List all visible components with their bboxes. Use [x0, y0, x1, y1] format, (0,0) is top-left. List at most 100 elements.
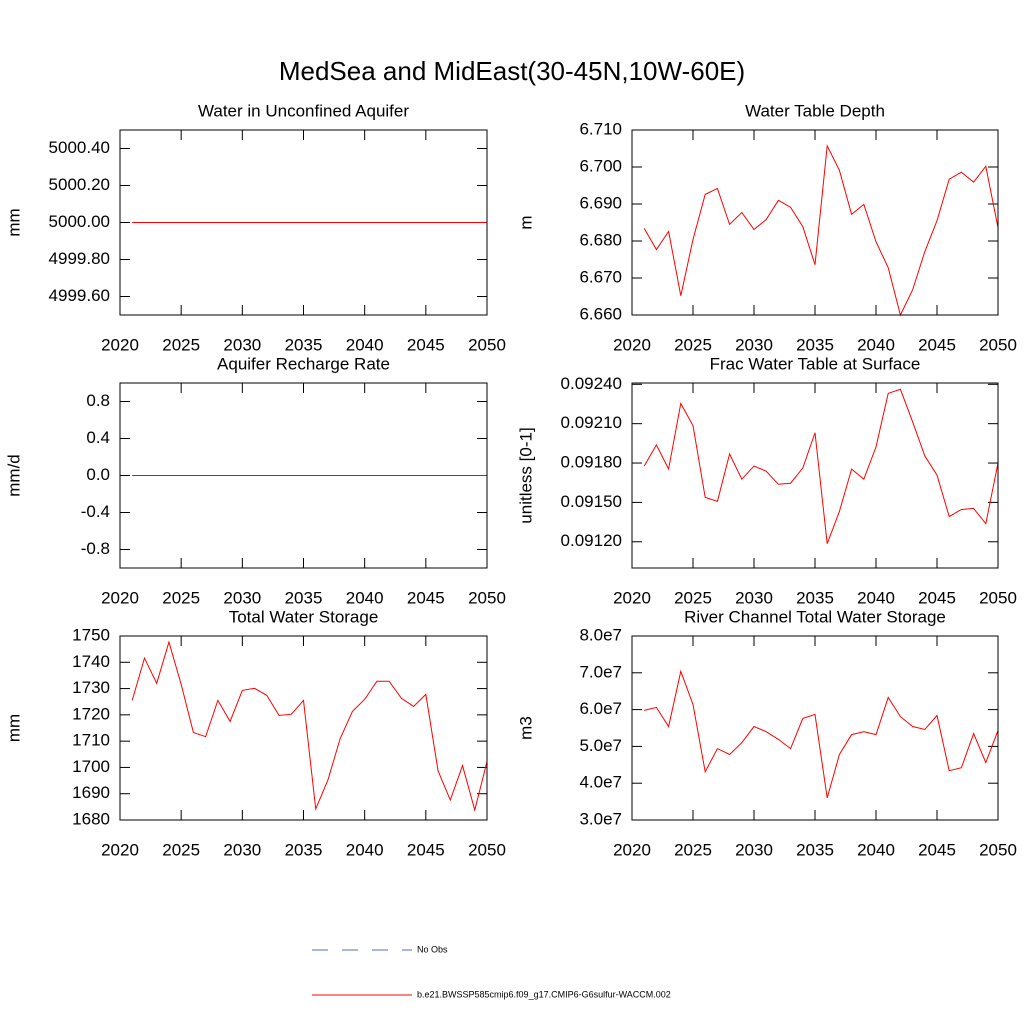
- x-tick-label: 2050: [468, 840, 506, 859]
- y-tick-label: 4.0e7: [579, 773, 622, 792]
- x-tick-label: 2035: [796, 840, 834, 859]
- x-tick-label: 2040: [346, 588, 384, 607]
- plot-frame: [119, 129, 488, 316]
- x-tick-label: 2030: [735, 335, 773, 354]
- y-tick-label: 0.4: [86, 428, 110, 447]
- x-tick-label: 2020: [613, 840, 651, 859]
- y-tick-label: 1700: [72, 757, 110, 776]
- legend-label: No Obs: [417, 944, 448, 954]
- x-tick-label: 2040: [857, 840, 895, 859]
- y-tick-label: 6.680: [579, 230, 622, 249]
- panel-title: Total Water Storage: [229, 607, 379, 626]
- x-tick-label: 2045: [407, 335, 445, 354]
- x-tick-label: 2040: [346, 840, 384, 859]
- series-line: [644, 669, 999, 799]
- panel-title: Water Table Depth: [745, 101, 885, 120]
- x-tick-label: 2020: [101, 840, 139, 859]
- y-tick-label: -0.4: [81, 502, 110, 521]
- y-tick-label: 8.0e7: [579, 625, 622, 644]
- y-tick-label: 0.8: [86, 391, 110, 410]
- y-tick-label: 1680: [72, 809, 110, 828]
- legend-label: b.e21.BWSSP585cmip6.f09_g17.CMIP6-G6sulf…: [417, 989, 671, 999]
- y-tick-label: 4999.60: [49, 286, 110, 305]
- panel-title: River Channel Total Water Storage: [684, 607, 946, 626]
- plot-frame: [119, 635, 488, 821]
- y-tick-label: 3.0e7: [579, 809, 622, 828]
- x-tick-label: 2050: [468, 335, 506, 354]
- y-tick-label: 1730: [72, 678, 110, 697]
- x-tick-label: 2030: [223, 588, 261, 607]
- y-tick-label: 1720: [72, 704, 110, 723]
- panel-title: Water in Unconfined Aquifer: [198, 101, 409, 120]
- y-tick-label: 6.670: [579, 267, 622, 286]
- y-tick-label: 0.0: [86, 465, 110, 484]
- y-tick-label: 1740: [72, 652, 110, 671]
- x-tick-label: 2020: [613, 588, 651, 607]
- x-tick-label: 2025: [674, 840, 712, 859]
- x-tick-label: 2050: [468, 588, 506, 607]
- y-tick-label: 5000.00: [49, 212, 110, 231]
- x-tick-label: 2035: [796, 588, 834, 607]
- y-tick-label: 1750: [72, 625, 110, 644]
- x-tick-label: 2030: [223, 840, 261, 859]
- y-tick-label: 6.0e7: [579, 699, 622, 718]
- x-tick-label: 2050: [979, 588, 1017, 607]
- y-tick-label: 4999.80: [49, 249, 110, 268]
- x-tick-label: 2030: [223, 335, 261, 354]
- x-tick-label: 2020: [101, 588, 139, 607]
- series-line: [131, 640, 488, 812]
- plot-frame: [631, 129, 999, 316]
- x-tick-label: 2035: [285, 335, 323, 354]
- plot-frame: [631, 635, 999, 821]
- y-axis-label: unitless [0-1]: [516, 427, 535, 523]
- y-tick-label: 1690: [72, 783, 110, 802]
- panel-title: Frac Water Table at Surface: [710, 354, 921, 373]
- x-tick-label: 2040: [857, 335, 895, 354]
- x-tick-label: 2040: [857, 588, 895, 607]
- x-tick-label: 2050: [979, 840, 1017, 859]
- x-tick-label: 2045: [407, 588, 445, 607]
- y-tick-label: 5.0e7: [579, 736, 622, 755]
- figure-title: MedSea and MidEast(30-45N,10W-60E): [279, 56, 745, 86]
- series-line: [643, 144, 999, 317]
- x-tick-label: 2045: [407, 840, 445, 859]
- x-tick-label: 2025: [674, 588, 712, 607]
- y-tick-label: 5000.20: [49, 175, 110, 194]
- x-tick-label: 2030: [735, 840, 773, 859]
- y-tick-label: 1710: [72, 731, 110, 750]
- x-tick-label: 2025: [162, 588, 200, 607]
- plot-frame: [631, 382, 999, 569]
- y-axis-label: mm/d: [4, 454, 23, 497]
- x-tick-label: 2045: [918, 840, 956, 859]
- x-tick-label: 2030: [735, 588, 773, 607]
- x-tick-label: 2040: [346, 335, 384, 354]
- y-axis-label: mm: [4, 714, 23, 742]
- series-line: [643, 388, 999, 544]
- y-tick-label: 0.09210: [561, 413, 622, 432]
- y-tick-label: 0.09150: [561, 492, 622, 511]
- y-tick-label: 0.09180: [561, 453, 622, 472]
- x-tick-label: 2050: [979, 335, 1017, 354]
- y-tick-label: 6.690: [579, 193, 622, 212]
- y-tick-label: -0.8: [81, 539, 110, 558]
- y-tick-label: 6.660: [579, 304, 622, 323]
- y-tick-label: 0.09240: [561, 374, 622, 393]
- x-tick-label: 2020: [613, 335, 651, 354]
- y-tick-label: 0.09120: [561, 531, 622, 550]
- x-tick-label: 2025: [674, 335, 712, 354]
- x-tick-label: 2020: [101, 335, 139, 354]
- x-tick-label: 2045: [918, 335, 956, 354]
- panel-title: Aquifer Recharge Rate: [217, 354, 390, 373]
- x-tick-label: 2035: [285, 840, 323, 859]
- x-tick-label: 2025: [162, 335, 200, 354]
- x-tick-label: 2025: [162, 840, 200, 859]
- x-tick-label: 2045: [918, 588, 956, 607]
- y-tick-label: 5000.40: [49, 138, 110, 157]
- x-tick-label: 2035: [285, 588, 323, 607]
- y-tick-label: 7.0e7: [579, 662, 622, 681]
- y-tick-label: 6.700: [579, 156, 622, 175]
- y-axis-label: m3: [516, 716, 535, 740]
- plot-frame: [119, 382, 488, 569]
- y-axis-label: m: [516, 215, 535, 229]
